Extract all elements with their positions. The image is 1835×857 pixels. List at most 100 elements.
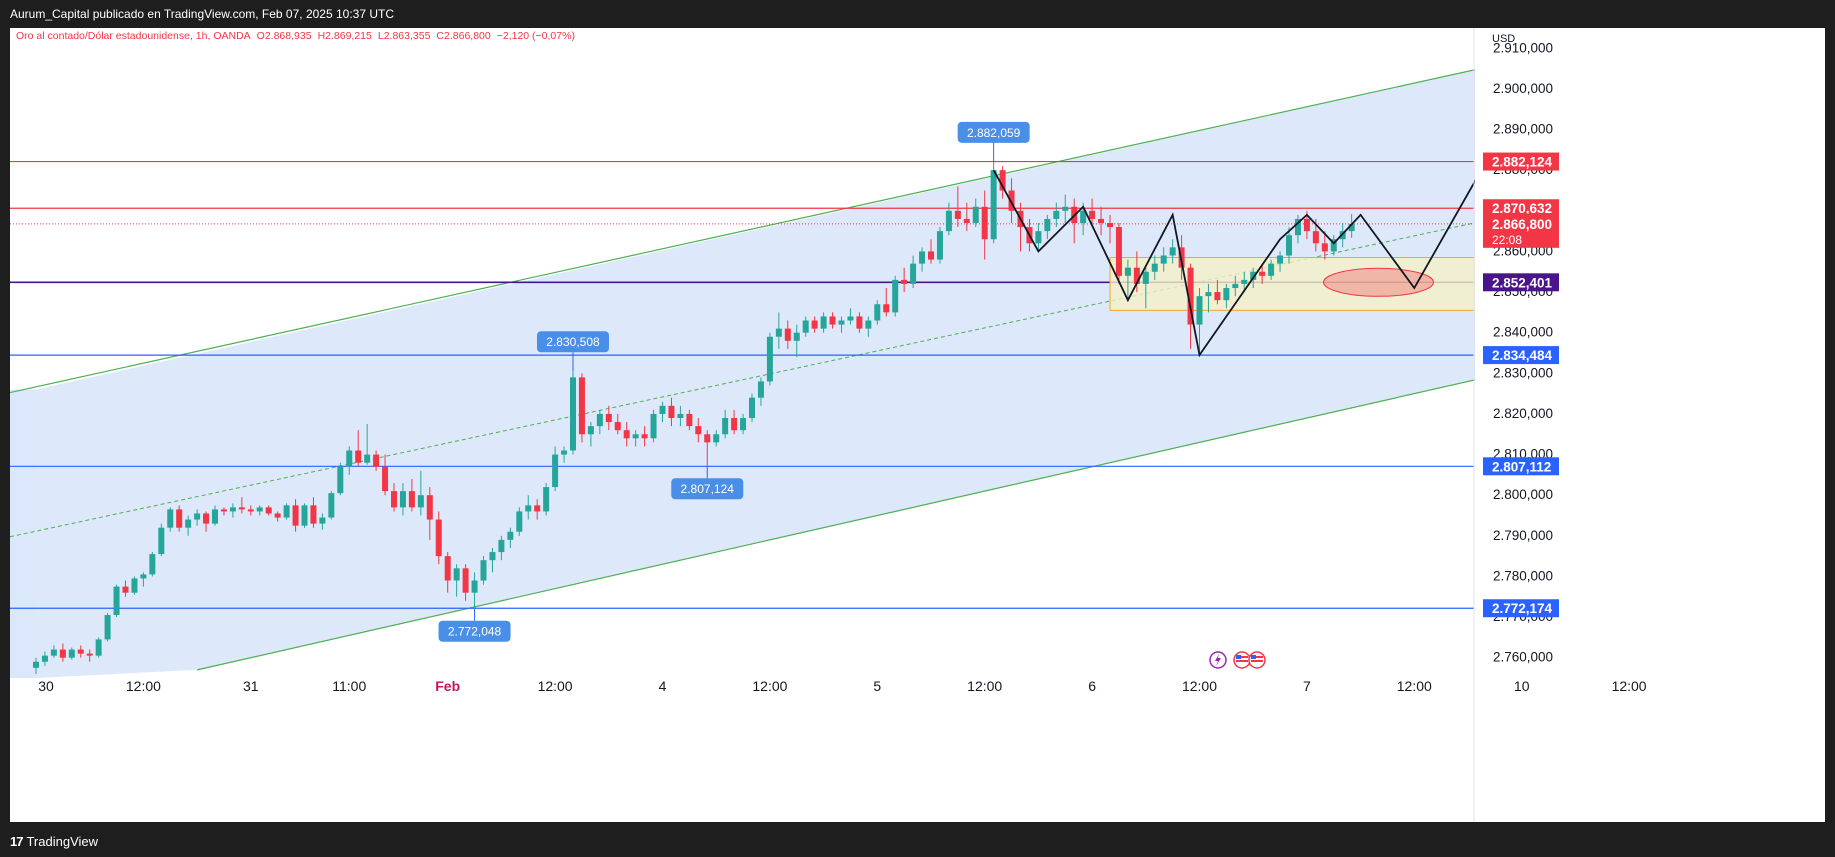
- candle[interactable]: [310, 497, 317, 528]
- candle[interactable]: [596, 409, 603, 435]
- candle[interactable]: [1124, 259, 1131, 301]
- candle[interactable]: [632, 430, 639, 447]
- candle[interactable]: [757, 377, 764, 406]
- candle[interactable]: [149, 552, 156, 577]
- candle[interactable]: [811, 316, 818, 333]
- candle[interactable]: [525, 495, 532, 520]
- candle[interactable]: [749, 393, 755, 423]
- candle[interactable]: [185, 515, 192, 536]
- candle[interactable]: [462, 564, 469, 601]
- candle[interactable]: [140, 572, 147, 587]
- candle[interactable]: [543, 483, 550, 516]
- candle[interactable]: [435, 511, 442, 565]
- candle[interactable]: [444, 552, 451, 593]
- candle[interactable]: [1008, 178, 1015, 223]
- candle[interactable]: [999, 166, 1006, 199]
- candle[interactable]: [364, 424, 371, 465]
- candle[interactable]: [686, 409, 693, 431]
- candle[interactable]: [1035, 223, 1042, 252]
- candle[interactable]: [1232, 275, 1239, 297]
- candle[interactable]: [775, 312, 782, 349]
- candle[interactable]: [650, 409, 657, 443]
- candle[interactable]: [1321, 231, 1328, 260]
- candle[interactable]: [1277, 251, 1284, 272]
- candle[interactable]: [1160, 247, 1167, 272]
- candle[interactable]: [1223, 283, 1230, 309]
- candle[interactable]: [731, 409, 738, 435]
- candle[interactable]: [507, 527, 514, 548]
- candle[interactable]: [838, 316, 845, 333]
- candle[interactable]: [677, 405, 684, 427]
- candle[interactable]: [990, 161, 997, 244]
- candle[interactable]: [802, 316, 809, 337]
- candle[interactable]: [570, 371, 576, 455]
- candle[interactable]: [68, 647, 75, 660]
- candle[interactable]: [704, 430, 711, 467]
- candle[interactable]: [1196, 288, 1203, 353]
- candle[interactable]: [176, 505, 183, 532]
- candle[interactable]: [587, 422, 594, 447]
- candle[interactable]: [1169, 239, 1176, 264]
- candle[interactable]: [382, 454, 389, 496]
- candle[interactable]: [104, 613, 111, 642]
- candle[interactable]: [892, 275, 899, 317]
- candle[interactable]: [1089, 198, 1096, 228]
- price-axis[interactable]: [1475, 28, 1825, 822]
- candle[interactable]: [954, 186, 961, 228]
- candle[interactable]: [981, 190, 988, 260]
- candle[interactable]: [874, 300, 881, 325]
- candle[interactable]: [480, 556, 487, 585]
- candle[interactable]: [471, 572, 478, 609]
- chart-frame[interactable]: 2.882,059 2.830,508 2.807,124 2.772,048 USD…: [9, 23, 1825, 822]
- candle[interactable]: [820, 312, 827, 333]
- candle[interactable]: [1053, 202, 1060, 228]
- candle[interactable]: [167, 507, 174, 532]
- candle[interactable]: [847, 308, 854, 325]
- candle[interactable]: [910, 255, 917, 289]
- annotation-badge[interactable]: [537, 331, 609, 353]
- candle[interactable]: [901, 267, 908, 293]
- candle[interactable]: [319, 513, 326, 530]
- candle[interactable]: [928, 239, 934, 264]
- candle[interactable]: [856, 312, 863, 333]
- candle[interactable]: [41, 651, 48, 666]
- candle[interactable]: [301, 503, 308, 528]
- event-icons[interactable]: [1209, 651, 1266, 669]
- candle[interactable]: [1142, 267, 1149, 309]
- candle[interactable]: [1151, 255, 1158, 280]
- candle[interactable]: [919, 247, 926, 272]
- candle[interactable]: [346, 446, 353, 475]
- candle[interactable]: [668, 397, 675, 427]
- candle[interactable]: [865, 316, 872, 337]
- candle[interactable]: [516, 507, 523, 536]
- candle[interactable]: [1044, 214, 1051, 240]
- candle[interactable]: [1348, 214, 1355, 238]
- candle[interactable]: [292, 499, 299, 532]
- candle[interactable]: [274, 511, 281, 522]
- tradingview-logo[interactable]: 17 TradingView: [10, 834, 98, 849]
- candle[interactable]: [1062, 194, 1069, 223]
- candle[interactable]: [373, 450, 380, 471]
- candle[interactable]: [1330, 235, 1337, 256]
- candle[interactable]: [1107, 214, 1113, 244]
- candle[interactable]: [883, 288, 890, 317]
- candle[interactable]: [578, 373, 585, 443]
- candle[interactable]: [641, 426, 648, 447]
- candle[interactable]: [1214, 279, 1221, 305]
- candle[interactable]: [766, 332, 773, 386]
- candle[interactable]: [740, 413, 747, 435]
- candle[interactable]: [1098, 206, 1105, 236]
- candle[interactable]: [391, 483, 397, 512]
- annotation-badge[interactable]: [438, 620, 511, 642]
- candle[interactable]: [829, 312, 836, 329]
- candle[interactable]: [453, 564, 460, 597]
- candle[interactable]: [131, 576, 138, 595]
- candle[interactable]: [972, 198, 979, 228]
- candle[interactable]: [1205, 283, 1212, 313]
- candle[interactable]: [158, 523, 165, 557]
- candle[interactable]: [945, 202, 952, 236]
- candle[interactable]: [963, 202, 970, 232]
- candle[interactable]: [695, 418, 702, 443]
- candle[interactable]: [328, 491, 335, 520]
- candle[interactable]: [534, 499, 541, 520]
